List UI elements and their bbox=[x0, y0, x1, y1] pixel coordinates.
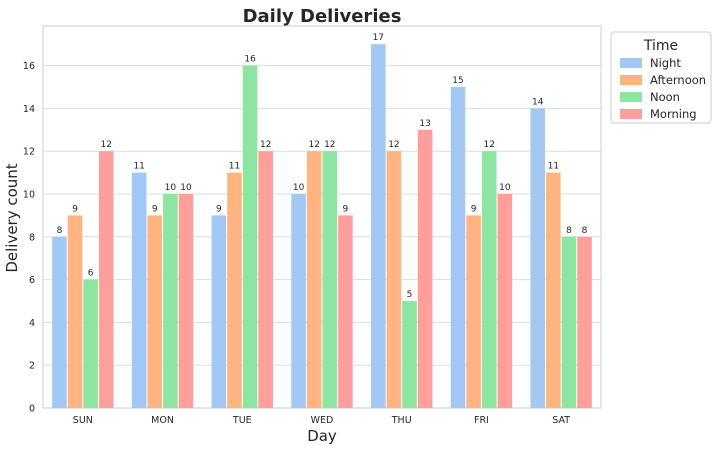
legend-label: Morning bbox=[650, 107, 697, 121]
legend-label: Night bbox=[650, 56, 681, 70]
bar bbox=[386, 151, 402, 408]
y-tick-label: 4 bbox=[29, 318, 35, 329]
bar bbox=[577, 236, 592, 408]
bar-value-label: 9 bbox=[72, 204, 78, 214]
bar bbox=[291, 194, 306, 408]
x-tick-label: FRI bbox=[474, 415, 489, 426]
bar-value-label: 12 bbox=[388, 140, 399, 150]
legend: Time Night Afternoon Noon Morning bbox=[610, 31, 712, 124]
bar bbox=[546, 172, 561, 408]
bar-value-label: 13 bbox=[419, 119, 430, 129]
x-tick-label: SUN bbox=[73, 415, 93, 426]
y-axis-label: Delivery count bbox=[3, 163, 21, 272]
bar bbox=[227, 172, 242, 408]
bar-value-label: 8 bbox=[582, 226, 588, 236]
y-tick-label: 6 bbox=[29, 275, 35, 286]
bar-value-label: 12 bbox=[308, 140, 319, 150]
bar-value-label: 15 bbox=[452, 76, 463, 86]
x-tick-label: SAT bbox=[552, 415, 570, 426]
bar bbox=[306, 151, 322, 408]
bar bbox=[338, 215, 353, 408]
bar bbox=[561, 236, 577, 408]
bar-value-label: 6 bbox=[88, 269, 94, 279]
x-tick-label: TUE bbox=[232, 415, 252, 426]
bar-value-label: 5 bbox=[407, 290, 413, 300]
plot-frame bbox=[42, 25, 602, 409]
x-tick-label: MON bbox=[151, 415, 174, 426]
bar-value-label: 12 bbox=[324, 140, 335, 150]
bar bbox=[52, 236, 67, 408]
bar-value-label: 10 bbox=[180, 183, 192, 193]
bar-value-label: 16 bbox=[244, 55, 256, 65]
bar-value-label: 9 bbox=[471, 204, 477, 214]
bar bbox=[211, 215, 227, 408]
bar bbox=[450, 87, 466, 408]
bar-value-label: 10 bbox=[499, 183, 511, 193]
bar bbox=[322, 151, 338, 408]
y-tick-label: 2 bbox=[29, 361, 35, 372]
bar bbox=[466, 215, 481, 408]
bar bbox=[481, 151, 497, 408]
bar-value-label: 14 bbox=[532, 97, 544, 107]
bar-value-label: 10 bbox=[165, 183, 177, 193]
bar-value-label: 8 bbox=[57, 226, 63, 236]
bar bbox=[497, 194, 513, 408]
bar bbox=[242, 65, 258, 408]
bar bbox=[417, 129, 433, 409]
y-axis-ticks: 0 2 4 6 8 10 12 14 16 bbox=[23, 61, 35, 414]
bar bbox=[67, 215, 83, 408]
bar-value-label: 12 bbox=[484, 140, 495, 150]
legend-swatch bbox=[620, 75, 642, 85]
x-axis-ticks: SUN MON TUE WED THU FRI SAT bbox=[73, 415, 570, 426]
y-tick-label: 16 bbox=[23, 61, 35, 72]
bars bbox=[52, 44, 592, 409]
bar bbox=[83, 279, 98, 408]
bar bbox=[163, 194, 178, 408]
x-axis-label: Day bbox=[307, 427, 337, 445]
y-tick-label: 10 bbox=[23, 190, 35, 201]
legend-swatch bbox=[620, 58, 642, 68]
x-tick-label: WED bbox=[311, 415, 334, 426]
chart-title: Daily Deliveries bbox=[243, 6, 402, 27]
bar-value-label: 8 bbox=[566, 226, 572, 236]
bar-value-label: 9 bbox=[343, 204, 349, 214]
y-tick-label: 0 bbox=[29, 404, 35, 415]
bar-value-label: 9 bbox=[216, 204, 222, 214]
bar-value-label: 12 bbox=[260, 140, 271, 150]
bar bbox=[178, 194, 194, 408]
y-tick-label: 12 bbox=[23, 147, 35, 158]
bar bbox=[371, 44, 386, 408]
bar-value-label: 9 bbox=[152, 204, 158, 214]
bar bbox=[147, 215, 163, 408]
x-tick-label: THU bbox=[391, 415, 412, 426]
y-tick-label: 8 bbox=[29, 232, 35, 243]
legend-title: Time bbox=[643, 38, 678, 54]
legend-swatch bbox=[620, 109, 642, 119]
bar-value-label: 17 bbox=[373, 33, 384, 43]
bar bbox=[258, 151, 273, 408]
bar bbox=[530, 108, 546, 409]
bar-value-label: 11 bbox=[548, 162, 559, 172]
bar bbox=[131, 172, 147, 408]
bar-value-label: 10 bbox=[293, 183, 305, 193]
y-tick-label: 14 bbox=[23, 104, 35, 115]
bar bbox=[98, 151, 114, 408]
legend-label: Noon bbox=[650, 90, 680, 104]
bar-value-label: 11 bbox=[133, 162, 144, 172]
legend-label: Afternoon bbox=[650, 73, 706, 87]
bar-value-label: 12 bbox=[101, 140, 112, 150]
bar bbox=[402, 301, 417, 408]
legend-swatch bbox=[620, 92, 642, 102]
bar-value-label: 11 bbox=[229, 162, 240, 172]
